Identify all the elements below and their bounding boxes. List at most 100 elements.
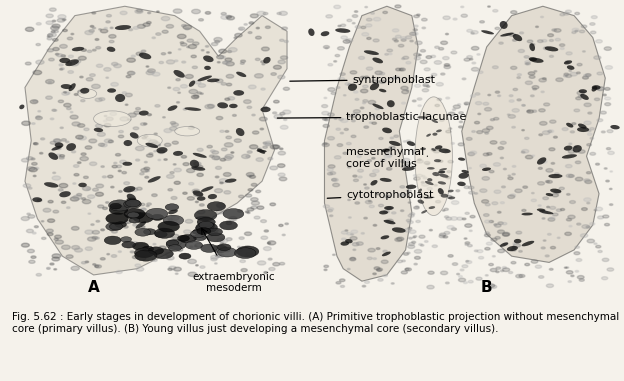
- Circle shape: [372, 157, 375, 159]
- Circle shape: [190, 246, 193, 248]
- Circle shape: [567, 271, 573, 274]
- Circle shape: [517, 74, 522, 76]
- Circle shape: [279, 224, 283, 226]
- Ellipse shape: [145, 143, 158, 148]
- Circle shape: [484, 214, 489, 216]
- Circle shape: [388, 78, 392, 80]
- Circle shape: [364, 76, 369, 78]
- Circle shape: [107, 14, 112, 17]
- Circle shape: [572, 31, 576, 34]
- Ellipse shape: [135, 221, 146, 229]
- Circle shape: [104, 67, 111, 71]
- Circle shape: [597, 87, 605, 91]
- Circle shape: [193, 162, 201, 166]
- Circle shape: [167, 256, 174, 260]
- PathPatch shape: [462, 6, 605, 263]
- Circle shape: [217, 239, 225, 242]
- Circle shape: [95, 237, 99, 239]
- Circle shape: [384, 154, 391, 158]
- Circle shape: [104, 120, 107, 122]
- Circle shape: [545, 181, 550, 182]
- Circle shape: [334, 156, 341, 159]
- Ellipse shape: [436, 130, 442, 132]
- Circle shape: [480, 189, 487, 192]
- Circle shape: [133, 127, 139, 130]
- Circle shape: [583, 51, 585, 52]
- Circle shape: [32, 232, 36, 234]
- Circle shape: [494, 117, 499, 120]
- Circle shape: [52, 109, 56, 111]
- Circle shape: [396, 35, 401, 38]
- Circle shape: [488, 6, 490, 7]
- Circle shape: [233, 114, 236, 116]
- Circle shape: [502, 266, 507, 269]
- Circle shape: [154, 150, 157, 152]
- Circle shape: [567, 218, 572, 221]
- Circle shape: [529, 75, 535, 78]
- Circle shape: [527, 110, 530, 112]
- Ellipse shape: [203, 56, 213, 62]
- Circle shape: [539, 134, 543, 136]
- Circle shape: [376, 248, 380, 250]
- Circle shape: [531, 199, 537, 202]
- Circle shape: [550, 217, 555, 220]
- Circle shape: [432, 245, 437, 248]
- Circle shape: [118, 251, 122, 253]
- Circle shape: [586, 226, 590, 228]
- Circle shape: [52, 254, 61, 258]
- Text: Fig. 5.62 : Early stages in development of chorionic villi. (A) Primitive tropho: Fig. 5.62 : Early stages in development …: [12, 312, 620, 334]
- Circle shape: [31, 158, 35, 160]
- Circle shape: [220, 182, 223, 184]
- Circle shape: [407, 252, 410, 254]
- PathPatch shape: [25, 6, 287, 275]
- Circle shape: [343, 40, 350, 43]
- Circle shape: [513, 88, 518, 91]
- Circle shape: [494, 190, 501, 194]
- Circle shape: [459, 126, 462, 128]
- Circle shape: [217, 247, 236, 257]
- Circle shape: [424, 114, 427, 115]
- Circle shape: [429, 229, 432, 231]
- Circle shape: [337, 144, 343, 147]
- Circle shape: [389, 146, 395, 149]
- Circle shape: [447, 195, 452, 198]
- Circle shape: [446, 282, 449, 284]
- Circle shape: [527, 110, 534, 113]
- Circle shape: [548, 130, 553, 133]
- Circle shape: [244, 24, 247, 25]
- Circle shape: [452, 109, 456, 110]
- Circle shape: [565, 10, 572, 13]
- Circle shape: [605, 97, 611, 100]
- Ellipse shape: [500, 21, 508, 29]
- Circle shape: [221, 15, 229, 19]
- Circle shape: [247, 151, 252, 153]
- Circle shape: [495, 27, 500, 30]
- Circle shape: [189, 90, 198, 94]
- Ellipse shape: [481, 30, 494, 34]
- Circle shape: [174, 60, 178, 62]
- Circle shape: [220, 158, 226, 161]
- Circle shape: [223, 173, 231, 176]
- Circle shape: [130, 242, 138, 245]
- Circle shape: [476, 277, 482, 280]
- Circle shape: [46, 229, 53, 232]
- Circle shape: [566, 52, 572, 55]
- Circle shape: [72, 122, 80, 126]
- Circle shape: [323, 46, 329, 48]
- Circle shape: [474, 193, 477, 194]
- Circle shape: [198, 84, 205, 87]
- Circle shape: [284, 40, 288, 43]
- Circle shape: [92, 12, 95, 14]
- Circle shape: [144, 123, 147, 125]
- Circle shape: [485, 275, 488, 276]
- Ellipse shape: [49, 152, 58, 160]
- Circle shape: [384, 150, 389, 152]
- Circle shape: [549, 40, 553, 42]
- Circle shape: [422, 183, 429, 186]
- Circle shape: [535, 26, 539, 27]
- Circle shape: [412, 32, 418, 35]
- Circle shape: [251, 198, 258, 201]
- Circle shape: [485, 247, 490, 250]
- Circle shape: [142, 208, 146, 210]
- Circle shape: [21, 158, 29, 162]
